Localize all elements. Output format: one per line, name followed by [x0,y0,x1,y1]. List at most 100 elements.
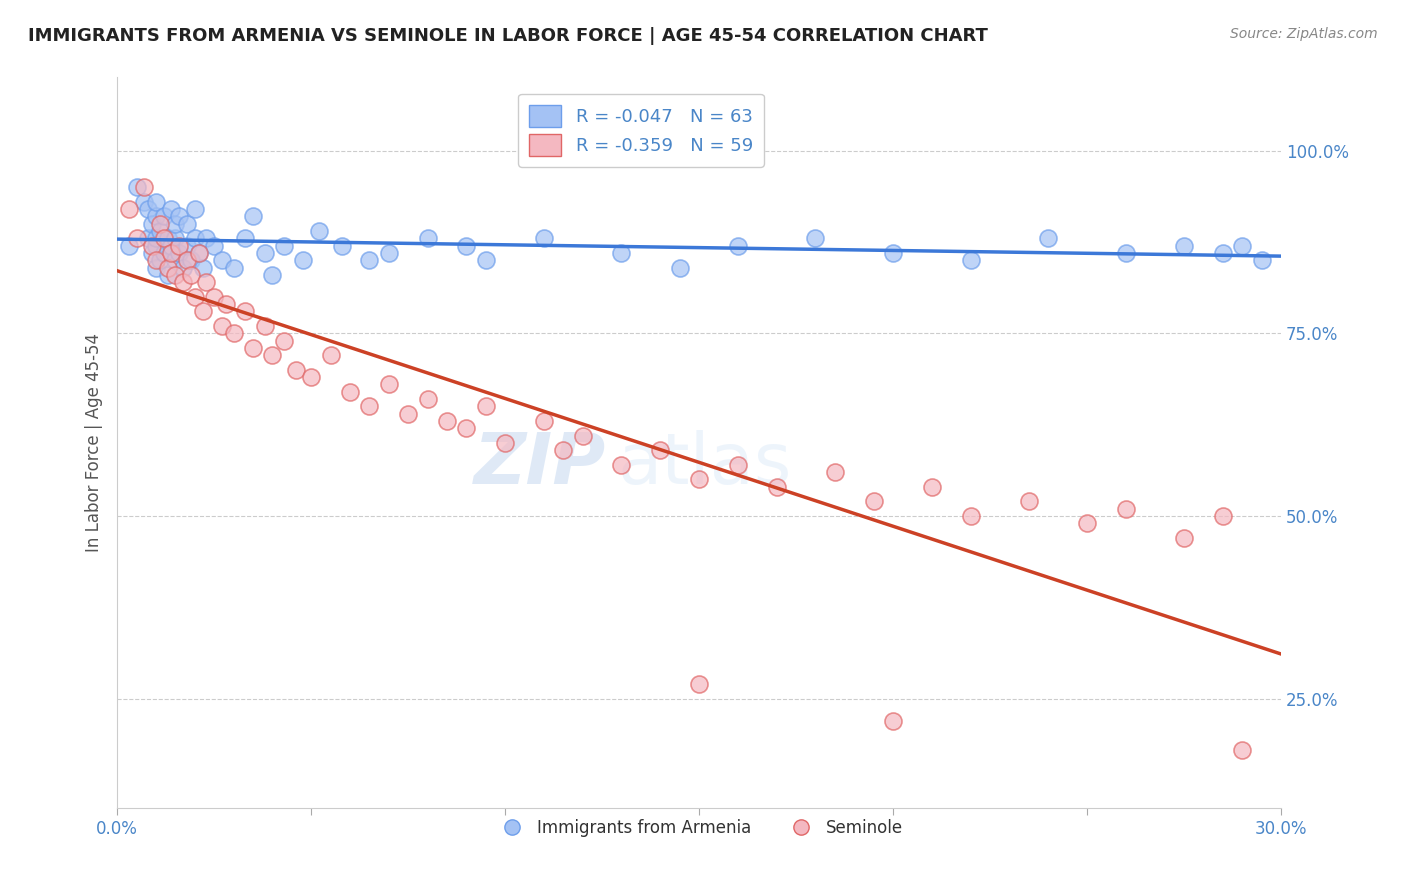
Point [125,231,148,245]
Point [650,443,672,458]
Point [152,231,174,245]
Point [253,245,276,260]
Point [141,217,163,231]
Point [184,231,207,245]
Point [396,407,419,421]
Point [187,245,209,260]
Point [145,231,167,245]
Point [180,253,202,268]
Point [292,253,315,268]
Point [152,210,174,224]
Point [727,458,749,472]
Point [211,253,233,268]
Point [882,714,904,728]
Point [195,275,218,289]
Point [145,253,167,268]
Point [339,384,361,399]
Point [553,443,575,458]
Point [299,370,322,384]
Point [125,180,148,194]
Point [474,253,496,268]
Point [134,194,156,209]
Point [152,245,174,260]
Point [160,202,183,216]
Point [1038,231,1060,245]
Point [688,677,710,691]
Point [308,224,330,238]
Point [141,238,163,252]
Point [1173,238,1195,252]
Point [134,180,156,194]
Point [494,436,516,450]
Point [141,245,163,260]
Point [242,341,264,355]
Point [167,238,190,252]
Point [330,238,353,252]
Point [191,260,214,275]
Point [160,245,183,260]
Point [765,480,787,494]
Point [1212,245,1234,260]
Point [610,245,633,260]
Point [167,245,190,260]
Point [262,268,284,282]
Text: atlas: atlas [617,430,792,500]
Point [253,318,276,333]
Point [862,494,884,508]
Point [921,480,943,494]
Point [359,253,381,268]
Point [273,334,295,348]
Point [184,202,207,216]
Point [1212,509,1234,524]
Point [233,304,256,318]
Point [215,297,238,311]
Point [1173,531,1195,545]
Point [145,194,167,209]
Point [165,268,187,282]
Point [474,400,496,414]
Point [1250,253,1272,268]
Point [610,458,633,472]
Point [145,210,167,224]
Y-axis label: In Labor Force | Age 45-54: In Labor Force | Age 45-54 [86,334,103,552]
Point [959,253,981,268]
Point [136,231,159,245]
Point [195,231,218,245]
Point [668,260,690,275]
Point [262,348,284,362]
Point [149,253,172,268]
Point [377,377,399,392]
Point [184,290,207,304]
Point [242,210,264,224]
Point [191,304,214,318]
Point [1115,245,1137,260]
Point [533,231,555,245]
Point [145,260,167,275]
Point [211,318,233,333]
Point [416,231,439,245]
Point [172,275,194,289]
Point [1076,516,1098,531]
Point [202,238,225,252]
Point [882,245,904,260]
Point [156,268,179,282]
Point [1230,743,1253,757]
Point [1018,494,1040,508]
Point [176,217,198,231]
Point [359,400,381,414]
Point [233,231,256,245]
Point [436,414,458,428]
Point [456,421,478,435]
Text: ZIP: ZIP [474,430,606,500]
Text: IMMIGRANTS FROM ARMENIA VS SEMINOLE IN LABOR FORCE | AGE 45-54 CORRELATION CHART: IMMIGRANTS FROM ARMENIA VS SEMINOLE IN L… [28,27,988,45]
Point [727,238,749,252]
Legend: Immigrants from Armenia, Seminole: Immigrants from Armenia, Seminole [488,813,910,844]
Point [176,253,198,268]
Point [149,217,172,231]
Point [824,465,846,479]
Point [165,217,187,231]
Point [273,238,295,252]
Point [319,348,342,362]
Point [118,238,141,252]
Point [416,392,439,406]
